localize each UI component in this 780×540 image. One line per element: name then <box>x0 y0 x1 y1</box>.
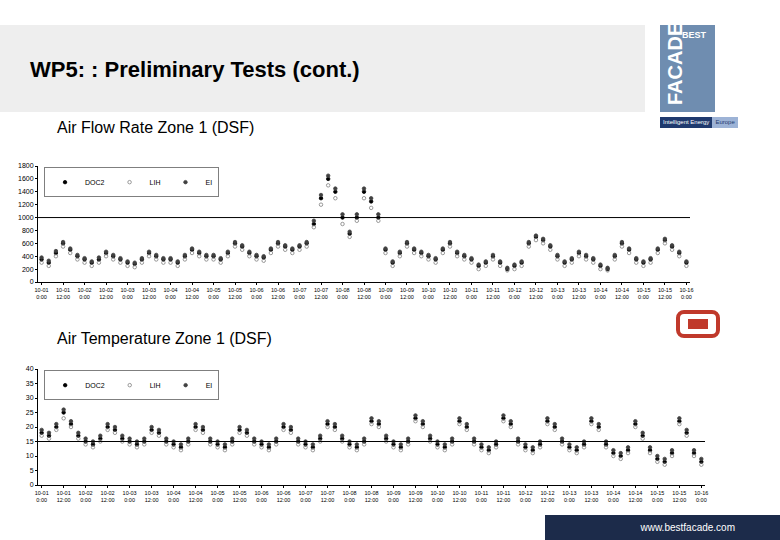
svg-text:0: 0 <box>30 278 34 285</box>
svg-text:10-1212:00: 10-1212:00 <box>540 490 554 503</box>
svg-text:10-0212:00: 10-0212:00 <box>99 287 113 300</box>
svg-text:15: 15 <box>26 438 34 445</box>
svg-text:10-050:00: 10-050:00 <box>207 287 221 300</box>
svg-text:10-070:00: 10-070:00 <box>292 287 306 300</box>
svg-text:30: 30 <box>26 394 34 401</box>
svg-text:10-0512:00: 10-0512:00 <box>233 490 247 503</box>
svg-text:10-020:00: 10-020:00 <box>78 287 92 300</box>
svg-text:10: 10 <box>26 452 34 459</box>
svg-text:10-010:00: 10-010:00 <box>35 287 49 300</box>
svg-text:10-1312:00: 10-1312:00 <box>584 490 598 503</box>
svg-text:LIH: LIH <box>150 382 161 389</box>
svg-text:10-010:00: 10-010:00 <box>35 490 49 503</box>
svg-text:10-1012:00: 10-1012:00 <box>443 287 457 300</box>
svg-text:10-150:00: 10-150:00 <box>636 287 650 300</box>
svg-text:10-1112:00: 10-1112:00 <box>486 287 500 300</box>
svg-text:5: 5 <box>30 467 34 474</box>
html-text:Air Flow Rate Zone 1 (DSF): Air Flow Rate Zone 1 (DSF) <box>57 119 255 136</box>
svg-text:10-0312:00: 10-0312:00 <box>145 490 159 503</box>
svg-text:35: 35 <box>26 380 34 387</box>
html-text:BEST: BEST <box>682 30 706 40</box>
svg-text:10-1512:00: 10-1512:00 <box>672 490 686 503</box>
svg-text:10-0312:00: 10-0312:00 <box>142 287 156 300</box>
html-text:Intelligent Energy: Intelligent Energy <box>663 119 710 125</box>
svg-text:1600: 1600 <box>18 175 34 182</box>
svg-text:10-0112:00: 10-0112:00 <box>56 287 70 300</box>
svg-text:10-120:00: 10-120:00 <box>518 490 532 503</box>
svg-text:10-130:00: 10-130:00 <box>562 490 576 503</box>
svg-text:10-0212:00: 10-0212:00 <box>101 490 115 503</box>
svg-text:10-1412:00: 10-1412:00 <box>628 490 642 503</box>
svg-text:10-0112:00: 10-0112:00 <box>57 490 71 503</box>
svg-text:10-0712:00: 10-0712:00 <box>320 490 334 503</box>
svg-text:10-0412:00: 10-0412:00 <box>185 287 199 300</box>
svg-text:10-090:00: 10-090:00 <box>378 287 392 300</box>
svg-text:10-1112:00: 10-1112:00 <box>497 490 511 503</box>
html-text:www.bestfacade.com: www.bestfacade.com <box>640 522 735 533</box>
svg-text:10-020:00: 10-020:00 <box>79 490 93 503</box>
svg-text:10-0912:00: 10-0912:00 <box>408 490 422 503</box>
svg-text:10-140:00: 10-140:00 <box>606 490 620 503</box>
svg-text:10-1212:00: 10-1212:00 <box>529 287 543 300</box>
svg-text:10-1512:00: 10-1512:00 <box>658 287 672 300</box>
svg-text:10-040:00: 10-040:00 <box>164 287 178 300</box>
svg-text:10-0712:00: 10-0712:00 <box>314 287 328 300</box>
svg-text:10-060:00: 10-060:00 <box>249 287 263 300</box>
svg-text:10-050:00: 10-050:00 <box>211 490 225 503</box>
svg-text:10-160:00: 10-160:00 <box>694 490 708 503</box>
svg-text:1400: 1400 <box>18 188 34 195</box>
svg-text:20: 20 <box>26 423 34 430</box>
svg-text:DOC2: DOC2 <box>85 179 105 186</box>
svg-text:10-110:00: 10-110:00 <box>475 490 489 503</box>
svg-text:10-0812:00: 10-0812:00 <box>357 287 371 300</box>
svg-text:DOC2: DOC2 <box>85 382 105 389</box>
svg-text:40: 40 <box>26 365 34 372</box>
svg-text:10-120:00: 10-120:00 <box>507 287 521 300</box>
svg-text:10-1412:00: 10-1412:00 <box>615 287 629 300</box>
svg-text:10-100:00: 10-100:00 <box>430 490 444 503</box>
svg-text:10-030:00: 10-030:00 <box>121 287 135 300</box>
svg-text:0: 0 <box>30 481 34 488</box>
svg-text:10-040:00: 10-040:00 <box>167 490 181 503</box>
html-text:Air Temperature Zone 1 (DSF): Air Temperature Zone 1 (DSF) <box>57 330 272 347</box>
html-text:WP5: : Preliminary Tests (cont: WP5: : Preliminary Tests (cont.) <box>30 57 360 82</box>
svg-text:10-0612:00: 10-0612:00 <box>277 490 291 503</box>
svg-text:10-130:00: 10-130:00 <box>550 287 564 300</box>
svg-text:1200: 1200 <box>18 201 34 208</box>
svg-text:LIH: LIH <box>150 179 161 186</box>
svg-text:10-110:00: 10-110:00 <box>465 287 479 300</box>
svg-text:1000: 1000 <box>18 214 34 221</box>
svg-text:10-070:00: 10-070:00 <box>298 490 312 503</box>
svg-text:10-140:00: 10-140:00 <box>593 287 607 300</box>
svg-text:25: 25 <box>26 409 34 416</box>
svg-text:10-080:00: 10-080:00 <box>335 287 349 300</box>
svg-text:10-0412:00: 10-0412:00 <box>189 490 203 503</box>
svg-text:200: 200 <box>22 266 34 273</box>
svg-text:10-0912:00: 10-0912:00 <box>400 287 414 300</box>
svg-text:EI: EI <box>205 179 212 186</box>
svg-text:600: 600 <box>22 240 34 247</box>
svg-text:10-150:00: 10-150:00 <box>650 490 664 503</box>
svg-text:10-0612:00: 10-0612:00 <box>271 287 285 300</box>
svg-text:10-030:00: 10-030:00 <box>123 490 137 503</box>
svg-text:10-080:00: 10-080:00 <box>342 490 356 503</box>
svg-text:10-1312:00: 10-1312:00 <box>572 287 586 300</box>
html-text:Europe: Europe <box>715 119 735 125</box>
svg-text:10-060:00: 10-060:00 <box>255 490 269 503</box>
svg-text:10-100:00: 10-100:00 <box>421 287 435 300</box>
svg-text:800: 800 <box>22 227 34 234</box>
svg-text:10-0512:00: 10-0512:00 <box>228 287 242 300</box>
svg-text:10-0812:00: 10-0812:00 <box>364 490 378 503</box>
svg-text:EI: EI <box>206 382 213 389</box>
svg-text:10-1012:00: 10-1012:00 <box>452 490 466 503</box>
svg-text:400: 400 <box>22 253 34 260</box>
svg-text:10-160:00: 10-160:00 <box>679 287 693 300</box>
svg-text:1800: 1800 <box>18 162 34 169</box>
svg-text:10-090:00: 10-090:00 <box>386 490 400 503</box>
